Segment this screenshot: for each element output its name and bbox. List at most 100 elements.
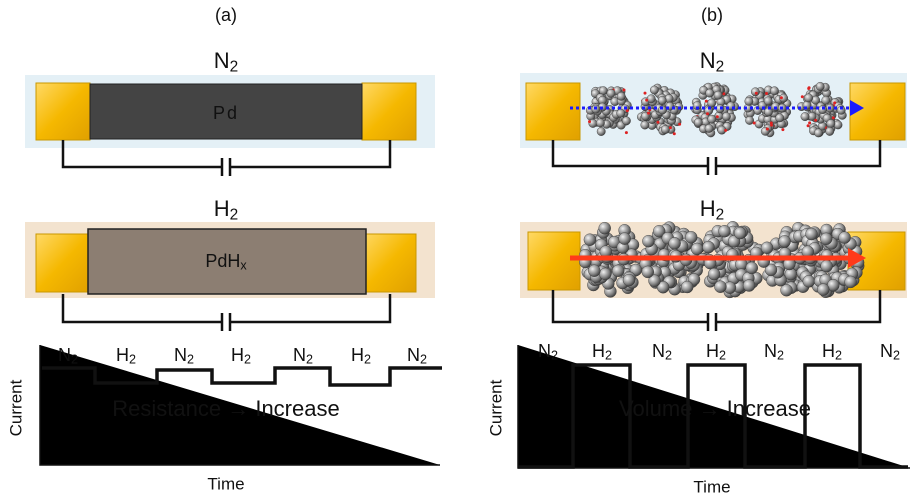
dot [808, 86, 811, 89]
atom [596, 119, 604, 127]
subscript: 2 [71, 353, 78, 367]
y-axis-label: Current [6, 379, 25, 436]
subscript: 2 [716, 207, 725, 224]
atom [685, 231, 697, 243]
atom [764, 97, 772, 105]
atom [617, 92, 625, 100]
subscript: 2 [364, 353, 371, 367]
gas-label: H2 [214, 196, 238, 224]
atom [708, 99, 716, 107]
dot [781, 128, 784, 131]
circuit [63, 294, 390, 331]
atom [617, 109, 625, 117]
atom [584, 234, 596, 246]
gas-label: N2 [58, 345, 78, 367]
dot [724, 129, 727, 132]
symbol: H [214, 196, 230, 221]
atom [647, 95, 655, 103]
symbol: N [538, 341, 551, 361]
atom [770, 87, 778, 95]
atom [743, 280, 755, 292]
atom [599, 268, 611, 280]
dot [678, 123, 681, 126]
atom [708, 115, 716, 123]
symbol: H [351, 345, 364, 365]
atom [745, 116, 753, 124]
film-label: Pd [213, 103, 239, 123]
subscript: 2 [306, 353, 313, 367]
x-axis-label: Time [207, 474, 244, 493]
dot [770, 124, 773, 127]
atom [845, 276, 857, 288]
subscript: x [240, 259, 247, 273]
gas-label: N2 [700, 48, 724, 76]
gas-label: H2 [822, 341, 842, 363]
dot [814, 119, 817, 122]
atom [822, 96, 830, 104]
atom [706, 89, 714, 97]
symbol: N [880, 341, 893, 361]
subscript: 2 [187, 353, 194, 367]
subscript: 2 [719, 349, 726, 363]
annotation: Volume → Increase [619, 396, 811, 421]
gas-label: N2 [880, 341, 900, 363]
electrode [36, 83, 90, 140]
gas-label: H2 [351, 345, 371, 367]
atom [746, 262, 758, 274]
atom [714, 91, 722, 99]
symbol: N [407, 345, 420, 365]
atom [751, 88, 759, 96]
symbol: N [652, 341, 665, 361]
symbol: H [700, 196, 716, 221]
atom [708, 268, 720, 280]
subscript: 2 [835, 349, 842, 363]
dot [645, 99, 648, 102]
subscript: 2 [665, 349, 672, 363]
dot [706, 112, 709, 115]
gas-label: N2 [293, 345, 313, 367]
atom [619, 233, 631, 245]
symbol: N [700, 48, 716, 73]
atom [804, 94, 812, 102]
symbol: N [293, 345, 306, 365]
dot [644, 92, 647, 95]
atom [719, 225, 731, 237]
dot [673, 132, 676, 135]
atom [650, 86, 658, 94]
gas-label: H2 [706, 341, 726, 363]
electrode [362, 83, 416, 140]
atom [821, 260, 833, 272]
atom [669, 237, 681, 249]
dot [755, 92, 758, 95]
dot [808, 121, 811, 124]
atom [817, 284, 829, 296]
atom [641, 121, 649, 129]
atom [734, 227, 746, 239]
dot [801, 95, 804, 98]
subscript: 2 [551, 349, 558, 363]
atom [745, 97, 753, 105]
subscript: 2 [129, 353, 136, 367]
electrode [528, 232, 580, 290]
subscript: 2 [230, 59, 239, 76]
dot [753, 122, 756, 125]
atom [803, 275, 815, 287]
gas-label: N2 [214, 48, 238, 76]
atom [642, 266, 654, 278]
electrode [850, 83, 905, 140]
annotation: Resistance → Increase [112, 396, 339, 421]
subscript: 2 [420, 353, 427, 367]
atom [776, 114, 784, 122]
dot [626, 109, 629, 112]
subscript: 2 [716, 59, 725, 76]
gas-label: N2 [652, 341, 672, 363]
subscript: 2 [230, 207, 239, 224]
symbol: H [706, 341, 719, 361]
atom [806, 228, 818, 240]
subscript: 2 [777, 349, 784, 363]
electrode [362, 234, 416, 292]
dot [765, 92, 768, 95]
x-axis-label: Time [693, 477, 730, 494]
figure: (a)N2H2PdPdHxN2H2N2H2N2H2N2CurrentTimeRe… [0, 0, 917, 494]
atom [761, 242, 773, 254]
